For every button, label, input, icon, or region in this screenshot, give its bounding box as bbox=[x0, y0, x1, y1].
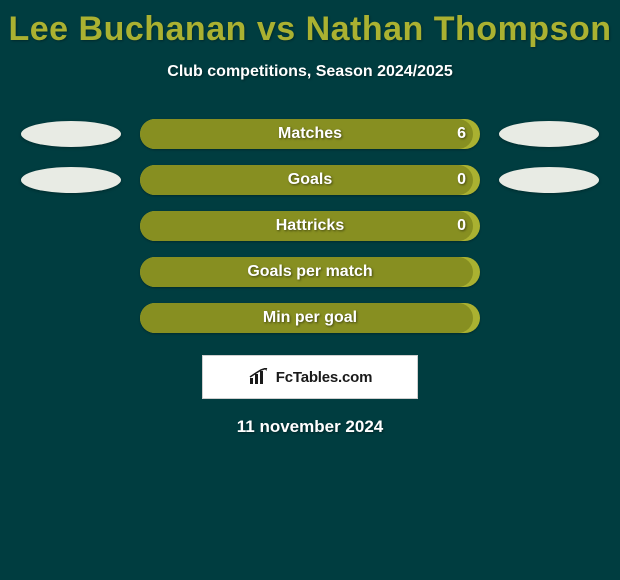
stat-row: Goals 0 bbox=[0, 157, 620, 203]
stat-bar: Min per goal bbox=[140, 303, 480, 333]
stat-bar: Matches 6 bbox=[140, 119, 480, 149]
stat-row: Hattricks 0 bbox=[0, 203, 620, 249]
stat-label: Goals per match bbox=[247, 263, 372, 281]
stat-value: 0 bbox=[457, 217, 466, 235]
right-ellipse-slot bbox=[498, 257, 600, 287]
stat-bar: Hattricks 0 bbox=[140, 211, 480, 241]
ellipse-icon bbox=[21, 121, 121, 147]
stats-grid: Matches 6 Goals 0 Hattricks 0 Goals per match M… bbox=[0, 111, 620, 341]
source-badge: FcTables.com bbox=[202, 355, 418, 399]
ellipse-icon bbox=[21, 167, 121, 193]
date-text: 11 november 2024 bbox=[0, 417, 620, 437]
stat-value: 0 bbox=[457, 171, 466, 189]
stat-bar: Goals per match bbox=[140, 257, 480, 287]
left-ellipse-slot bbox=[20, 165, 122, 195]
stat-row: Goals per match bbox=[0, 249, 620, 295]
right-ellipse-slot bbox=[498, 165, 600, 195]
ellipse-icon bbox=[499, 167, 599, 193]
page-title: Lee Buchanan vs Nathan Thompson bbox=[0, 0, 620, 49]
subtitle: Club competitions, Season 2024/2025 bbox=[0, 63, 620, 81]
badge-text: FcTables.com bbox=[276, 369, 373, 386]
left-ellipse-slot bbox=[20, 257, 122, 287]
left-ellipse-slot bbox=[20, 211, 122, 241]
ellipse-icon bbox=[499, 121, 599, 147]
right-ellipse-slot bbox=[498, 303, 600, 333]
stat-label: Hattricks bbox=[276, 217, 344, 235]
right-ellipse-slot bbox=[498, 119, 600, 149]
stat-row: Min per goal bbox=[0, 295, 620, 341]
stat-bar: Goals 0 bbox=[140, 165, 480, 195]
stat-row: Matches 6 bbox=[0, 111, 620, 157]
stat-label: Goals bbox=[288, 171, 332, 189]
right-ellipse-slot bbox=[498, 211, 600, 241]
left-ellipse-slot bbox=[20, 303, 122, 333]
stat-label: Matches bbox=[278, 125, 342, 143]
stat-label: Min per goal bbox=[263, 309, 357, 327]
stat-value: 6 bbox=[457, 125, 466, 143]
bar-chart-icon bbox=[248, 368, 270, 386]
left-ellipse-slot bbox=[20, 119, 122, 149]
